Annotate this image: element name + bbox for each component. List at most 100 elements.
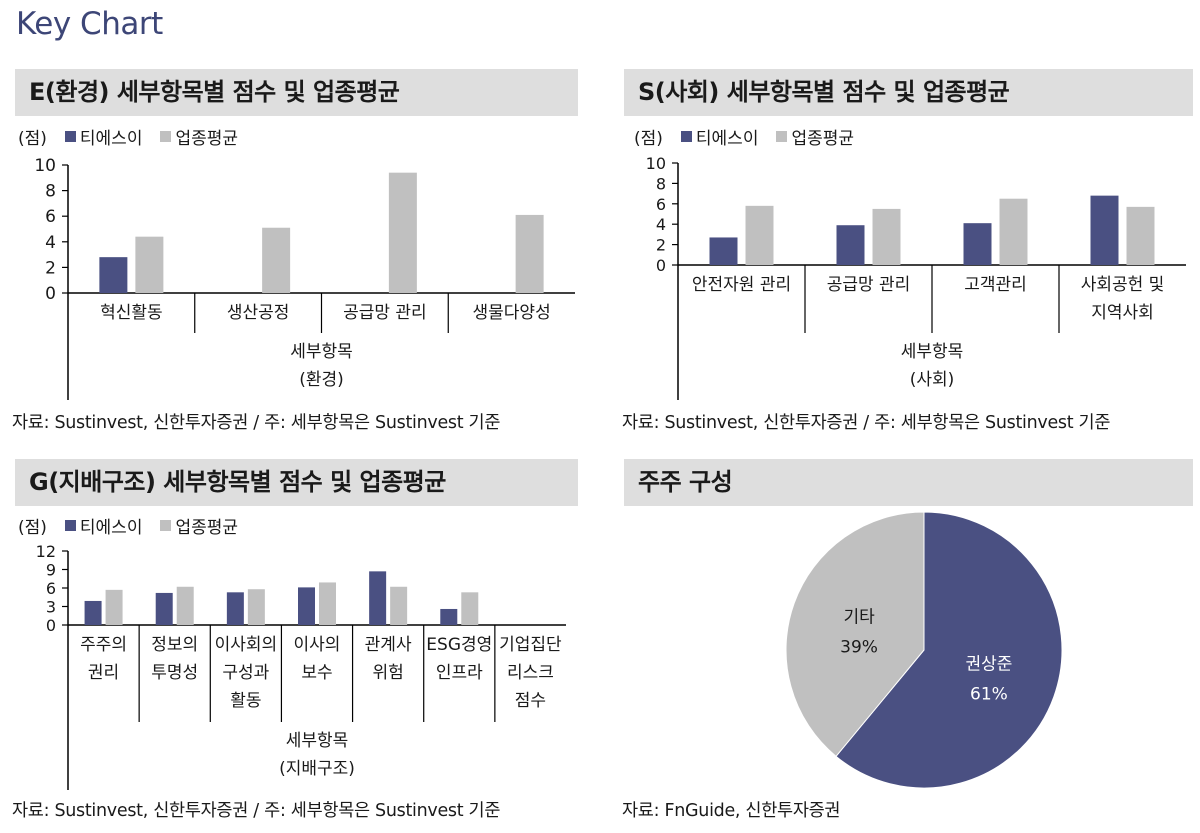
pie-slice <box>835 511 1063 789</box>
legend-industry-label: 업종평균 <box>175 129 239 149</box>
pie-slice <box>785 511 925 758</box>
category-label: 구성과 <box>222 663 269 683</box>
category-label: 이사회의 <box>215 635 278 655</box>
category-label: 사회공헌 및 <box>1081 275 1165 295</box>
social-panel-header: S(사회) 세부항목별 점수 및 업종평균 <box>624 69 1193 116</box>
category-label: 공급망 관리 <box>343 303 427 323</box>
category-label: 권리 <box>88 663 119 683</box>
social-source: 자료: Sustinvest, 신한투자증권 / 주: 세부항목은 Sustin… <box>622 413 1111 433</box>
bar-industry <box>247 589 265 625</box>
category-label: 정보의 <box>151 635 198 655</box>
x-axis-title: 세부항목 <box>901 342 964 362</box>
bar-company <box>836 225 865 265</box>
legend-company-swatch <box>64 131 76 142</box>
holders-source: 자료: FnGuide, 신한투자증권 <box>622 801 841 821</box>
y-tick-label: 0 <box>656 256 666 275</box>
legend-industry-swatch <box>160 520 172 531</box>
pie-slice-value: 61% <box>970 684 1008 704</box>
bar-industry <box>461 592 479 625</box>
bar-company <box>298 587 315 625</box>
category-label: 기업집단 <box>499 635 562 655</box>
y-tick-label: 0 <box>46 616 56 635</box>
env-panel-header: E(환경) 세부항목별 점수 및 업종평균 <box>15 69 578 116</box>
legend-industry: 업종평균 <box>776 124 854 149</box>
y-tick-label: 2 <box>656 236 666 255</box>
bar-industry <box>388 172 417 293</box>
bar-industry <box>135 236 164 293</box>
env-panel: E(환경) 세부항목별 점수 및 업종평균 (점) 티에스이 업종평균 0 2 4 6… <box>0 0 600 440</box>
category-label: 안전자원 관리 <box>692 275 791 295</box>
y-tick-label: 10 <box>34 156 56 176</box>
env-legend: (점) 티에스이 업종평균 <box>18 124 256 149</box>
x-axis-subtitle: (환경) <box>299 370 344 390</box>
y-tick-label: 0 <box>45 284 56 304</box>
legend-company: 티에스이 <box>64 513 143 538</box>
y-tick-label: 9 <box>46 561 56 580</box>
legend-company-label: 티에스이 <box>79 518 143 538</box>
bar-company <box>963 223 992 265</box>
category-label: 투명성 <box>151 663 198 683</box>
y-tick-label: 6 <box>46 579 56 598</box>
bar-company <box>84 600 102 625</box>
gov-panel-header: G(지배구조) 세부항목별 점수 및 업종평균 <box>15 459 578 506</box>
category-label: 활동 <box>230 691 261 711</box>
x-axis-subtitle: (지배구조) <box>279 759 355 779</box>
legend-company: 티에스이 <box>680 124 758 149</box>
y-tick-label: 10 <box>646 154 666 173</box>
legend-company: 티에스이 <box>64 124 143 149</box>
category-label: 혁신활동 <box>100 303 163 323</box>
bar-company <box>440 608 458 625</box>
y-tick-label: 2 <box>45 258 56 278</box>
category-label: 지역사회 <box>1091 303 1154 323</box>
bar-company <box>99 257 128 293</box>
pie-slice-value: 39% <box>840 638 878 658</box>
legend-industry-label: 업종평균 <box>175 518 239 538</box>
category-label: 고객관리 <box>964 275 1027 295</box>
category-label: 생물다양성 <box>473 303 551 323</box>
y-tick-label: 6 <box>45 207 56 227</box>
page-title: Key Chart <box>16 6 163 42</box>
x-axis-title: 세부항목 <box>286 731 349 751</box>
bar-industry <box>872 208 901 265</box>
category-label: 이사의 <box>294 635 341 655</box>
category-label: 생산공정 <box>227 303 290 323</box>
pie-slice-label: 기타 <box>843 608 875 628</box>
holders-panel-header: 주주 구성 <box>624 459 1193 506</box>
legend-company-swatch <box>680 131 692 142</box>
y-tick-label: 8 <box>656 174 666 193</box>
bar-industry <box>319 582 336 625</box>
x-axis-title: 세부항목 <box>290 342 353 362</box>
y-tick-label: 6 <box>656 195 666 214</box>
bar-company <box>155 592 173 625</box>
legend-industry: 업종평균 <box>160 124 238 149</box>
legend-unit: (점) <box>18 129 47 149</box>
legend-company-swatch <box>64 520 76 531</box>
gov-source: 자료: Sustinvest, 신한투자증권 / 주: 세부항목은 Sustin… <box>12 801 501 821</box>
legend-unit: (점) <box>18 518 47 538</box>
category-label: 위험 <box>373 663 404 683</box>
legend-industry: 업종평균 <box>160 513 238 538</box>
category-label: 리스크 <box>507 663 554 683</box>
y-tick-label: 4 <box>45 233 56 253</box>
bar-industry <box>999 198 1028 265</box>
category-label: 공급망 관리 <box>827 275 911 295</box>
bar-industry <box>262 227 291 293</box>
bar-industry <box>515 214 544 293</box>
category-label: 인프라 <box>436 663 483 683</box>
env-source: 자료: Sustinvest, 신한투자증권 / 주: 세부항목은 Sustin… <box>12 413 501 433</box>
legend-industry-swatch <box>776 131 788 142</box>
category-label: ESG경영 <box>426 635 492 655</box>
bar-industry <box>390 586 408 625</box>
bar-industry <box>1126 206 1155 265</box>
y-tick-label: 4 <box>656 215 666 234</box>
y-tick-label: 3 <box>46 598 56 617</box>
y-tick-label: 12 <box>36 542 56 561</box>
bar-company <box>1090 195 1119 265</box>
legend-unit: (점) <box>634 129 663 149</box>
legend-company-label: 티에스이 <box>79 129 143 149</box>
